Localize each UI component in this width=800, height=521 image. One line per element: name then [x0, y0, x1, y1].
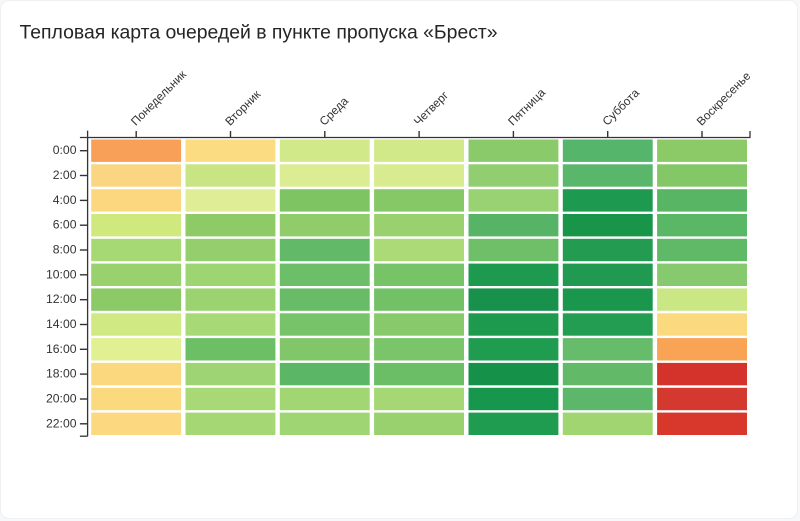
svg-text:Среда: Среда	[317, 94, 352, 129]
svg-text:8:00: 8:00	[53, 243, 77, 257]
svg-text:2:00: 2:00	[53, 168, 77, 182]
svg-text:4:00: 4:00	[53, 193, 77, 207]
svg-text:0:00: 0:00	[53, 143, 77, 157]
svg-text:6:00: 6:00	[53, 218, 77, 232]
svg-text:Понедельник: Понедельник	[128, 67, 190, 129]
svg-text:Пятница: Пятница	[505, 85, 548, 128]
svg-text:18:00: 18:00	[46, 367, 77, 381]
svg-text:Тепловая карта очередей в пунк: Тепловая карта очередей в пункте пропуск…	[20, 21, 498, 43]
svg-text:20:00: 20:00	[46, 392, 77, 406]
svg-text:10:00: 10:00	[46, 267, 77, 281]
svg-text:Вторник: Вторник	[222, 87, 264, 129]
svg-text:Суббота: Суббота	[599, 86, 642, 129]
svg-text:Воскресенье: Воскресенье	[694, 69, 754, 129]
svg-text:16:00: 16:00	[46, 342, 77, 356]
svg-text:12:00: 12:00	[46, 292, 77, 306]
svg-text:Четверг: Четверг	[411, 88, 451, 128]
svg-text:14:00: 14:00	[46, 317, 77, 331]
svg-text:22:00: 22:00	[46, 416, 77, 430]
